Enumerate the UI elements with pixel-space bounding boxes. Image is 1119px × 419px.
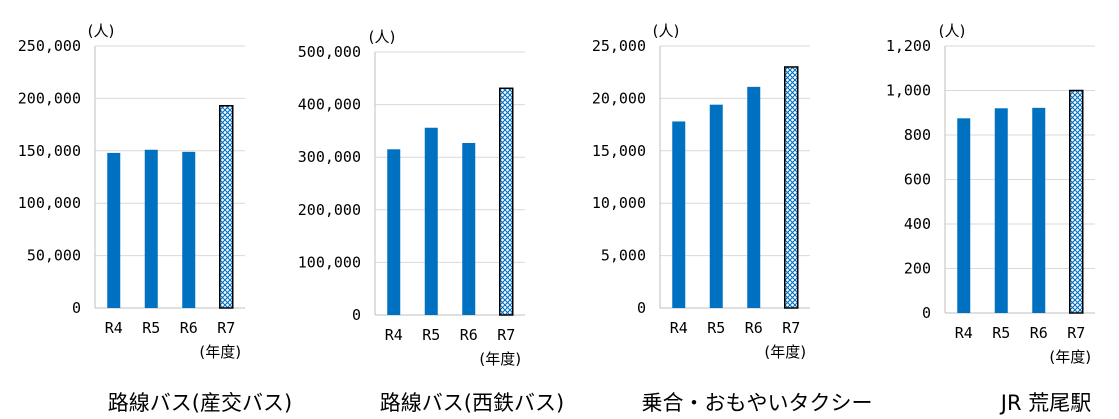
chart-title: 路線バス(産交バス)	[108, 391, 292, 415]
y-tick-label: 0	[72, 299, 81, 317]
bar	[672, 121, 686, 309]
y-tick-label: 200,000	[18, 89, 81, 107]
y-unit-label: (人)	[653, 22, 680, 40]
x-tick-label: R5	[992, 324, 1010, 342]
bar	[144, 149, 158, 308]
chart-1: 0 50,000 100,000 150,000 200,000 250,000 (人) R4…	[18, 22, 292, 415]
bar	[462, 142, 476, 315]
chart-4: 0 200 400 600 800 1,000 1,200 (人) R4 R5 R6 R7 (年度) JR…	[886, 22, 1095, 415]
x-tick-label: R5	[142, 319, 160, 337]
y-tick-label: 600	[904, 171, 931, 189]
x-tick-label: R4	[105, 319, 123, 337]
y-tick-label: 400	[904, 215, 931, 233]
chart-title: 路線バス(西鉄バス)	[380, 391, 564, 415]
chart-title: JR 荒尾駅	[999, 391, 1091, 415]
y-tick-label: 25,000	[592, 37, 646, 55]
y-tick-label: 200,000	[298, 201, 361, 219]
bar-highlight	[1069, 89, 1084, 314]
bar	[1032, 107, 1046, 313]
bar	[994, 108, 1008, 313]
x-tick-label: R7	[1067, 324, 1085, 342]
y-tick-label: 1,200	[886, 37, 931, 55]
y-tick-label: 20,000	[592, 89, 646, 107]
x-tick-label: R7	[782, 319, 800, 337]
bar	[709, 104, 723, 308]
y-unit-label: (人)	[939, 22, 966, 40]
y-unit-label: (人)	[88, 22, 115, 40]
chart-3: 0 5,000 10,000 15,000 20,000 25,000 (人) R4 R5 R6 R…	[592, 22, 873, 415]
x-tick-label: R6	[1030, 324, 1048, 342]
bar	[424, 127, 438, 315]
x-unit-label: (年度)	[479, 350, 521, 368]
bar	[957, 118, 971, 313]
y-tick-label: 0	[352, 306, 361, 324]
y-tick-label: 250,000	[18, 37, 81, 55]
bar	[747, 86, 761, 308]
y-tick-label: 100,000	[298, 253, 361, 271]
chart-title: 乗合・おもやいタクシー	[642, 391, 873, 415]
bar	[182, 151, 196, 308]
x-tick-label: R6	[745, 319, 763, 337]
y-tick-label: 400,000	[298, 96, 361, 114]
y-tick-label: 150,000	[18, 142, 81, 160]
x-tick-label: R7	[497, 326, 515, 344]
bar-highlight	[784, 66, 799, 309]
y-unit-label: (人)	[369, 28, 396, 46]
y-tick-label: 500,000	[298, 43, 361, 61]
x-tick-label: R4	[955, 324, 973, 342]
bar-highlight	[499, 87, 514, 316]
x-tick-label: R5	[707, 319, 725, 337]
y-tick-label: 100,000	[18, 194, 81, 212]
bar	[387, 149, 401, 315]
y-tick-label: 5,000	[601, 247, 646, 265]
chart-2: 0 100,000 200,000 300,000 400,000 500,000 (人) R…	[298, 28, 564, 415]
y-tick-label: 10,000	[592, 194, 646, 212]
bar-highlight	[219, 104, 234, 309]
x-tick-label: R6	[180, 319, 198, 337]
y-tick-label: 0	[637, 299, 646, 317]
x-unit-label: (年度)	[199, 343, 241, 361]
x-tick-label: R4	[670, 319, 688, 337]
x-unit-label: (年度)	[1049, 348, 1091, 366]
x-tick-label: R4	[385, 326, 403, 344]
y-tick-label: 50,000	[27, 247, 81, 265]
y-tick-label: 1,000	[886, 82, 931, 100]
x-tick-label: R5	[422, 326, 440, 344]
x-unit-label: (年度)	[764, 343, 806, 361]
x-tick-label: R6	[460, 326, 478, 344]
x-tick-label: R7	[217, 319, 235, 337]
bar	[107, 152, 121, 308]
y-tick-label: 300,000	[298, 148, 361, 166]
y-tick-label: 0	[922, 304, 931, 322]
y-tick-label: 15,000	[592, 142, 646, 160]
y-tick-label: 200	[904, 260, 931, 278]
y-tick-label: 800	[904, 126, 931, 144]
